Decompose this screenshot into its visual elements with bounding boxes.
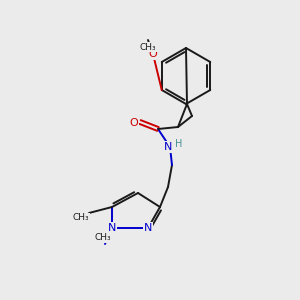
- Text: N: N: [108, 223, 116, 233]
- Text: O: O: [130, 118, 138, 128]
- Text: O: O: [148, 49, 158, 59]
- Text: CH₃: CH₃: [73, 214, 89, 223]
- Text: CH₃: CH₃: [140, 43, 156, 52]
- Text: CH₃: CH₃: [95, 233, 111, 242]
- Text: N: N: [164, 142, 172, 152]
- Text: H: H: [175, 139, 183, 149]
- Text: N: N: [144, 223, 152, 233]
